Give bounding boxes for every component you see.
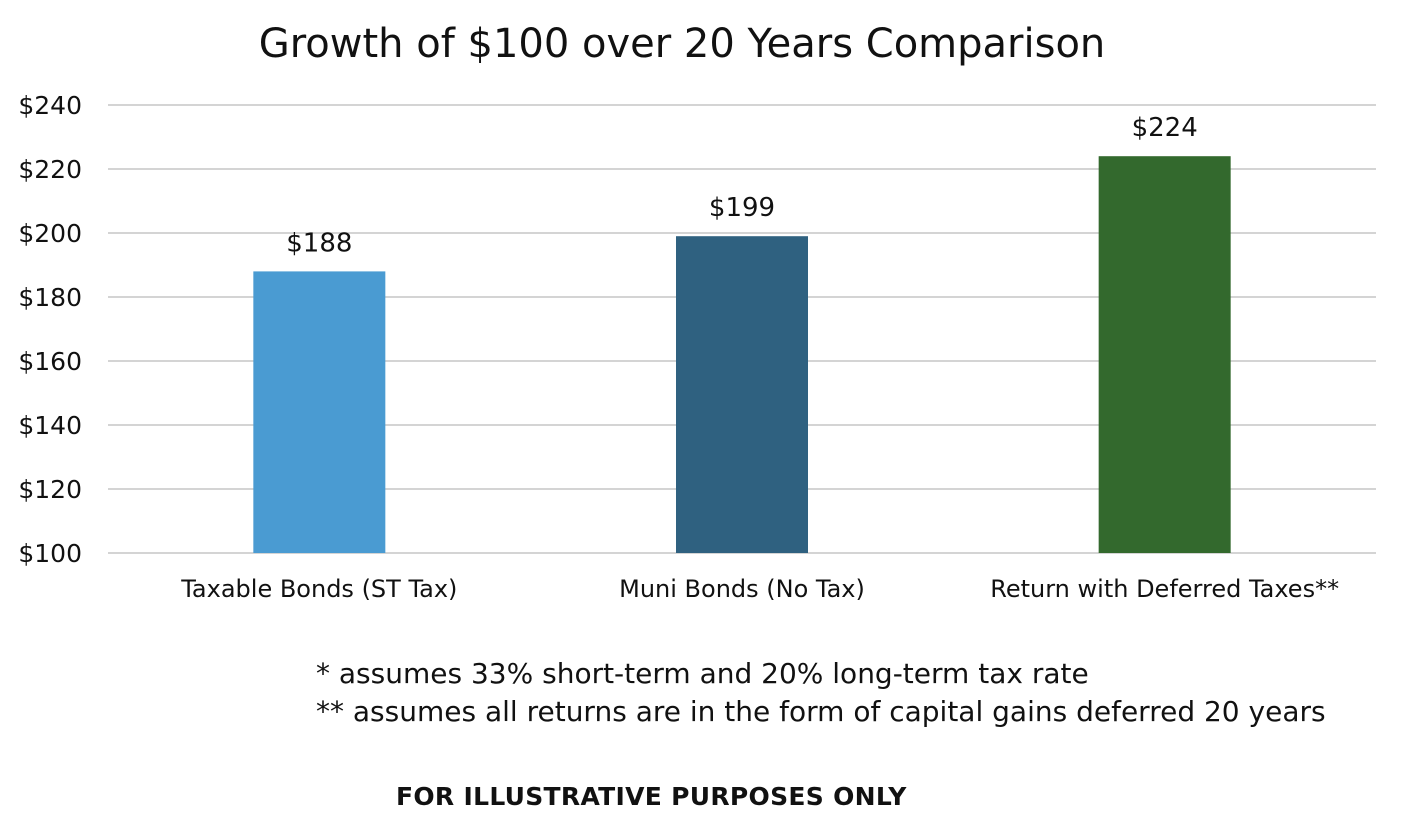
bar-2 (676, 236, 808, 553)
chart-title: Growth of $100 over 20 Years Comparison (259, 21, 1106, 67)
y-tick-label: $160 (18, 347, 82, 376)
y-tick-label: $220 (18, 155, 82, 184)
data-label: $188 (286, 228, 352, 258)
disclaimer: FOR ILLUSTRATIVE PURPOSES ONLY (396, 782, 907, 811)
bars (253, 156, 1231, 553)
y-tick-label: $200 (18, 219, 82, 248)
y-tick-label: $120 (18, 475, 82, 504)
bar-1 (253, 271, 386, 553)
x-category-label: Taxable Bonds (ST Tax) (180, 575, 457, 603)
footnote-deferred-gains: ** assumes all returns are in the form o… (316, 695, 1326, 728)
x-category-label: Muni Bonds (No Tax) (619, 575, 865, 603)
x-axis-category-labels: Taxable Bonds (ST Tax) Muni Bonds (No Tax… (180, 575, 1339, 603)
y-tick-label: $140 (18, 411, 82, 440)
y-tick-label: $180 (18, 283, 82, 312)
y-tick-label: $240 (18, 91, 82, 120)
bar-3 (1098, 156, 1231, 553)
x-category-label: Return with Deferred Taxes** (990, 575, 1339, 603)
bar-chart: Growth of $100 over 20 Years Comparison … (18, 21, 1376, 603)
y-tick-label: $100 (18, 539, 82, 568)
data-labels: $188 $199 $224 (286, 113, 1198, 258)
y-axis-tick-labels: $100 $120 $140 $160 $180 $200 $220 $240 (18, 91, 82, 568)
data-label: $199 (709, 193, 775, 223)
footnote-tax-rate: * assumes 33% short-term and 20% long-te… (316, 657, 1089, 690)
data-label: $224 (1132, 113, 1198, 143)
